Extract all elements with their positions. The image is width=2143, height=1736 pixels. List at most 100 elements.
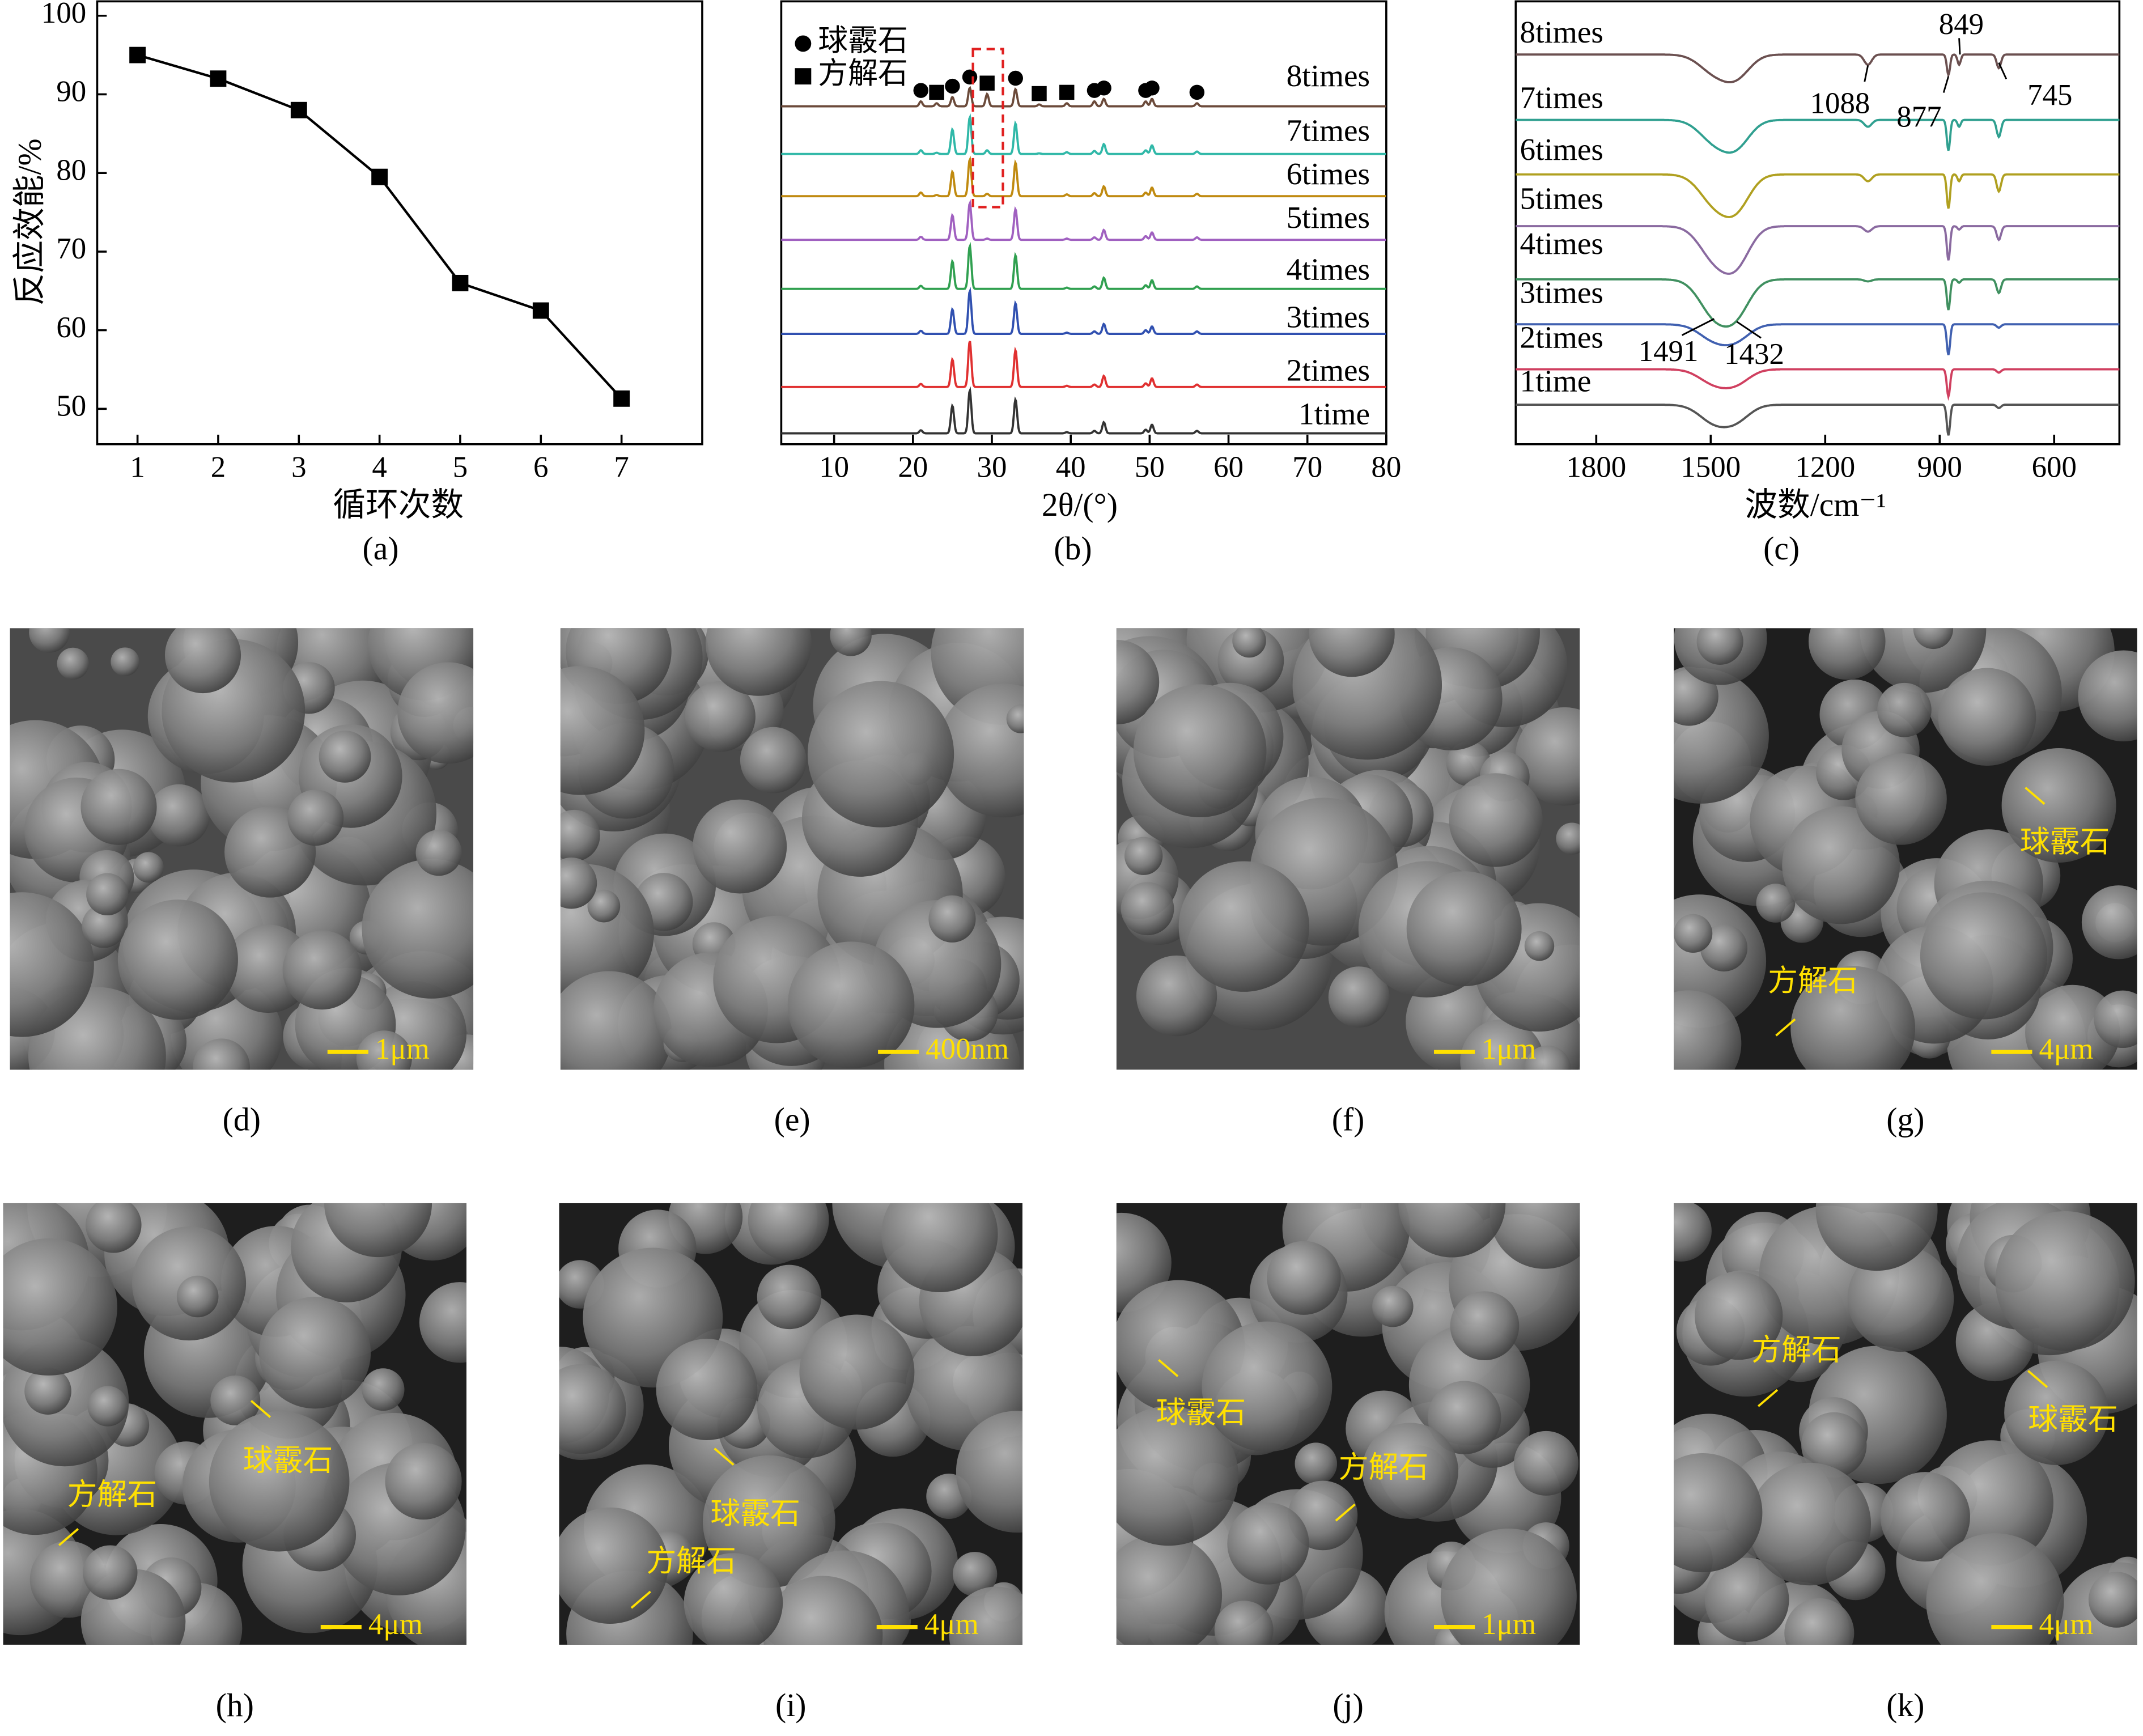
- grain: [209, 1411, 350, 1552]
- grain: [1847, 1245, 1954, 1352]
- xrd-curve: [781, 86, 1386, 108]
- grain: [319, 731, 371, 783]
- legend-label: 方解石: [818, 57, 908, 90]
- phase-marker: [945, 78, 960, 94]
- grains: [1674, 1203, 2137, 1645]
- grain: [748, 1203, 829, 1260]
- grain: [1214, 1601, 1274, 1645]
- grain: [1136, 955, 1217, 1037]
- mineral-label: 球霰石: [2028, 1403, 2118, 1436]
- grain: [1784, 1598, 1855, 1645]
- x-tick-label: 80: [1371, 451, 1401, 484]
- ftir-curve: [1516, 278, 2120, 328]
- grain: [560, 858, 597, 909]
- x-tick-label: 5: [453, 451, 468, 484]
- x-tick-label: 10: [819, 451, 849, 484]
- grain: [1695, 1271, 1783, 1360]
- grains: [1116, 1203, 1580, 1645]
- series-label: 6times: [1287, 156, 1370, 191]
- grain: [1674, 1453, 1763, 1573]
- sem-image: 1μm: [10, 628, 474, 1070]
- grains: [560, 628, 1024, 1070]
- grain: [1116, 1406, 1238, 1546]
- plot-frame: [96, 0, 703, 445]
- y-tick-label: 60: [56, 311, 86, 344]
- grain: [1877, 682, 1932, 737]
- grain: [1704, 1557, 1789, 1642]
- grain: [1938, 668, 2036, 766]
- grain: [1674, 990, 1742, 1070]
- ftir-curve: [1516, 173, 2120, 218]
- phase-marker: [979, 75, 995, 91]
- annotation-leader: [1998, 62, 2008, 80]
- x-tick-label: 600: [2032, 451, 2077, 484]
- data-point: [290, 101, 307, 118]
- x-tick-label: 3: [291, 451, 306, 484]
- sem-image: 400nm: [560, 628, 1024, 1070]
- grain: [3, 1238, 117, 1376]
- phase-marker: [913, 83, 928, 98]
- annotation-leader: [1736, 321, 1762, 339]
- x-tick-label: 900: [1917, 451, 1962, 484]
- scale-bar-label: 4μm: [2039, 1608, 2094, 1641]
- mineral-label: 方解石: [67, 1478, 158, 1511]
- grain: [1121, 882, 1174, 936]
- caption: (h): [216, 1688, 254, 1724]
- grain: [2088, 1572, 2137, 1628]
- grain: [1556, 822, 1580, 855]
- series-label: 4times: [1520, 226, 1603, 261]
- grain: [1328, 966, 1390, 1028]
- grains: [1116, 628, 1580, 1070]
- mineral-label: 球霰石: [710, 1497, 800, 1530]
- grain: [86, 873, 129, 916]
- phase-marker: [962, 69, 978, 85]
- grain: [763, 1576, 883, 1645]
- grain: [385, 1443, 462, 1520]
- grain: [1513, 1431, 1578, 1496]
- grain: [57, 647, 89, 680]
- grain: [86, 1203, 142, 1253]
- label-leader: [2027, 1370, 2048, 1388]
- grain: [559, 1364, 626, 1454]
- x-tick-label: 40: [1056, 451, 1086, 484]
- series-label: 8times: [1520, 15, 1603, 49]
- label-leader: [2025, 787, 2046, 805]
- y-tick-label: 100: [41, 0, 86, 29]
- data-point: [532, 302, 549, 319]
- plot-frame: [780, 0, 1387, 445]
- grain: [1790, 966, 1916, 1070]
- series-label: 7times: [1287, 113, 1370, 147]
- grain: [952, 1552, 998, 1597]
- grain: [2078, 650, 2137, 742]
- grain: [282, 930, 362, 1010]
- xrd-curve: [781, 155, 1386, 198]
- grain: [2094, 990, 2137, 1049]
- y-tick-label: 80: [56, 154, 86, 186]
- grain: [1449, 773, 1543, 867]
- grain: [87, 1386, 128, 1427]
- ftir-curve: [1516, 368, 2120, 401]
- mineral-label: 方解石: [646, 1545, 736, 1578]
- xrd-curve: [781, 341, 1386, 388]
- grain: [1428, 1381, 1501, 1454]
- mineral-label: 球霰石: [2020, 826, 2110, 859]
- highlight-box: [971, 48, 1004, 209]
- y-axis-label: 反应效能/%: [12, 138, 48, 305]
- x-tick-label: 60: [1213, 451, 1244, 484]
- series-label: 6times: [1520, 132, 1603, 167]
- band-annotation: 1088: [1810, 87, 1870, 120]
- grain: [757, 1264, 822, 1330]
- x-axis-label: 循环次数: [333, 487, 464, 523]
- annotation-leader: [1942, 76, 1950, 93]
- label-leader: [714, 1448, 735, 1466]
- x-axis-label: 波数/cm⁻¹: [1745, 487, 1886, 523]
- grain: [1756, 884, 1796, 923]
- label-leader: [58, 1528, 79, 1546]
- caption: (f): [1332, 1102, 1365, 1137]
- scale-bar-label: 4μm: [2039, 1033, 2094, 1066]
- caption: (i): [775, 1688, 806, 1724]
- scale-bar-label: 1μm: [1482, 1033, 1536, 1066]
